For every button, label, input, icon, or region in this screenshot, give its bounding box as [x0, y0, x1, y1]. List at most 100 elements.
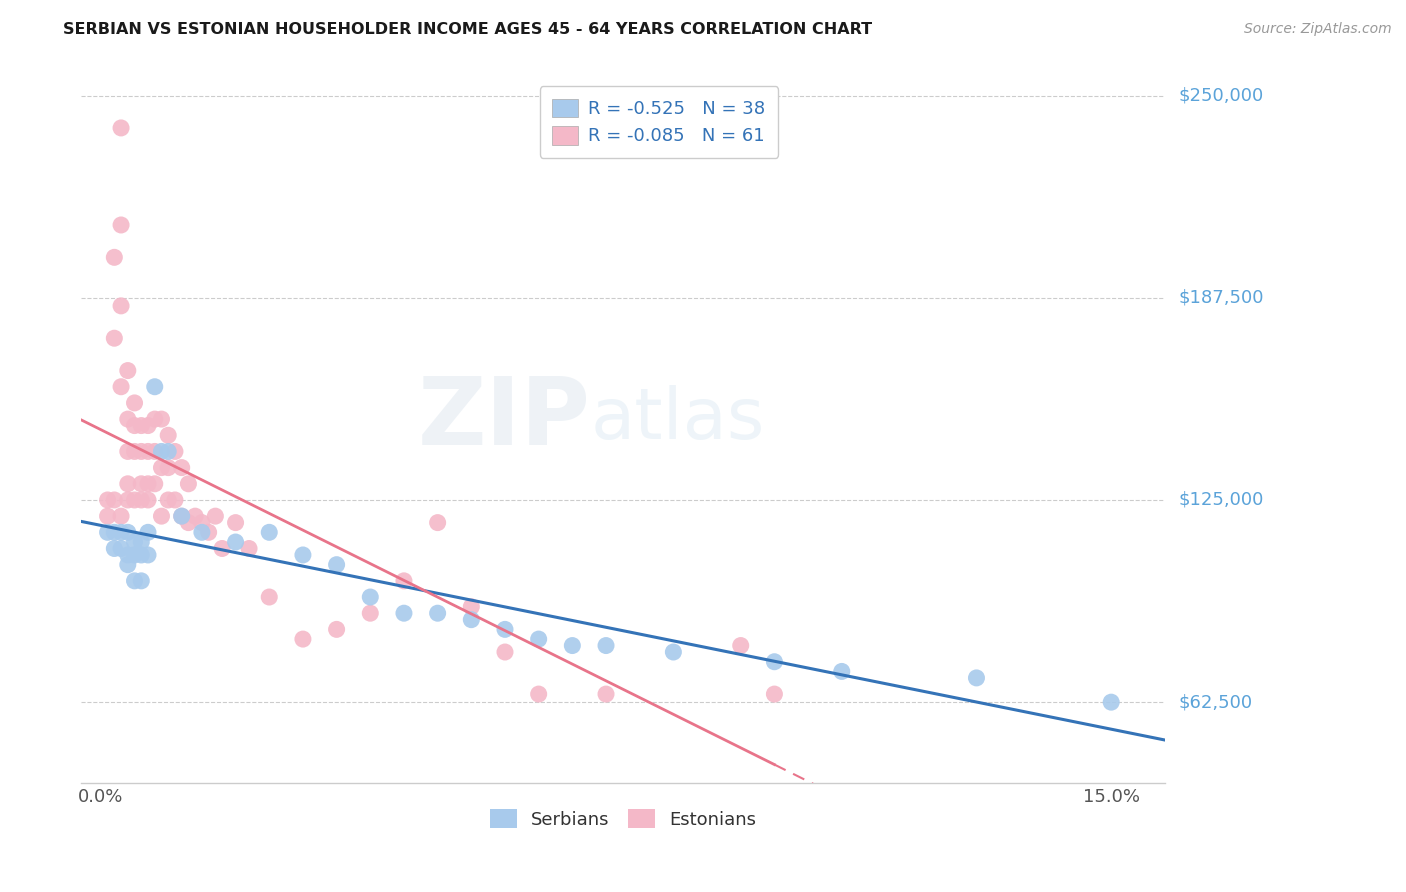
- Point: [110, 525, 132, 540]
- Point: [136, 525, 159, 540]
- Text: ZIP: ZIP: [418, 373, 591, 465]
- Point: [117, 493, 139, 508]
- Point: [124, 574, 146, 588]
- Point: [110, 299, 132, 313]
- Point: [527, 687, 550, 701]
- Point: [170, 509, 193, 524]
- Point: [129, 444, 152, 458]
- Point: [143, 476, 166, 491]
- Point: [150, 412, 173, 426]
- Point: [124, 548, 146, 562]
- Point: [129, 574, 152, 588]
- Point: [238, 541, 260, 556]
- Point: [117, 444, 139, 458]
- Point: [117, 558, 139, 572]
- Point: [110, 120, 132, 135]
- Point: [143, 444, 166, 458]
- Point: [170, 509, 193, 524]
- Point: [163, 444, 186, 458]
- Point: [831, 665, 853, 679]
- Point: [561, 639, 583, 653]
- Point: [257, 590, 280, 604]
- Text: $187,500: $187,500: [1180, 289, 1264, 307]
- Point: [103, 525, 125, 540]
- Point: [359, 590, 381, 604]
- Point: [117, 363, 139, 377]
- Point: [163, 493, 186, 508]
- Text: $62,500: $62,500: [1180, 693, 1253, 711]
- Point: [150, 444, 173, 458]
- Point: [117, 548, 139, 562]
- Point: [763, 655, 786, 669]
- Point: [177, 476, 200, 491]
- Point: [117, 525, 139, 540]
- Point: [177, 516, 200, 530]
- Point: [129, 476, 152, 491]
- Point: [494, 645, 516, 659]
- Point: [325, 558, 347, 572]
- Point: [197, 525, 219, 540]
- Point: [103, 493, 125, 508]
- Point: [257, 525, 280, 540]
- Point: [136, 493, 159, 508]
- Point: [124, 396, 146, 410]
- Point: [191, 525, 214, 540]
- Point: [392, 574, 415, 588]
- Point: [170, 460, 193, 475]
- Point: [143, 412, 166, 426]
- Point: [595, 687, 617, 701]
- Text: $125,000: $125,000: [1180, 491, 1264, 509]
- Point: [97, 493, 120, 508]
- Point: [136, 444, 159, 458]
- Point: [129, 535, 152, 549]
- Text: atlas: atlas: [591, 384, 765, 454]
- Point: [460, 613, 482, 627]
- Point: [103, 331, 125, 345]
- Point: [103, 541, 125, 556]
- Point: [136, 476, 159, 491]
- Point: [966, 671, 988, 685]
- Point: [426, 606, 449, 620]
- Point: [110, 380, 132, 394]
- Point: [191, 516, 214, 530]
- Point: [359, 606, 381, 620]
- Point: [97, 525, 120, 540]
- Point: [392, 606, 415, 620]
- Text: SERBIAN VS ESTONIAN HOUSEHOLDER INCOME AGES 45 - 64 YEARS CORRELATION CHART: SERBIAN VS ESTONIAN HOUSEHOLDER INCOME A…: [63, 22, 872, 37]
- Point: [211, 541, 233, 556]
- Point: [124, 535, 146, 549]
- Point: [110, 509, 132, 524]
- Point: [129, 493, 152, 508]
- Point: [157, 428, 180, 442]
- Point: [117, 412, 139, 426]
- Point: [225, 535, 247, 549]
- Point: [110, 541, 132, 556]
- Point: [157, 493, 180, 508]
- Point: [325, 623, 347, 637]
- Point: [136, 548, 159, 562]
- Point: [124, 418, 146, 433]
- Point: [157, 460, 180, 475]
- Text: $250,000: $250,000: [1180, 87, 1264, 104]
- Point: [110, 218, 132, 232]
- Point: [117, 476, 139, 491]
- Point: [136, 418, 159, 433]
- Text: Source: ZipAtlas.com: Source: ZipAtlas.com: [1244, 22, 1392, 37]
- Point: [595, 639, 617, 653]
- Point: [730, 639, 752, 653]
- Point: [527, 632, 550, 646]
- Point: [494, 623, 516, 637]
- Point: [225, 516, 247, 530]
- Point: [204, 509, 226, 524]
- Point: [291, 632, 314, 646]
- Point: [460, 599, 482, 614]
- Legend: Serbians, Estonians: Serbians, Estonians: [482, 802, 763, 836]
- Point: [97, 509, 120, 524]
- Point: [662, 645, 685, 659]
- Point: [143, 380, 166, 394]
- Point: [150, 509, 173, 524]
- Point: [129, 418, 152, 433]
- Point: [184, 509, 207, 524]
- Point: [157, 444, 180, 458]
- Point: [150, 460, 173, 475]
